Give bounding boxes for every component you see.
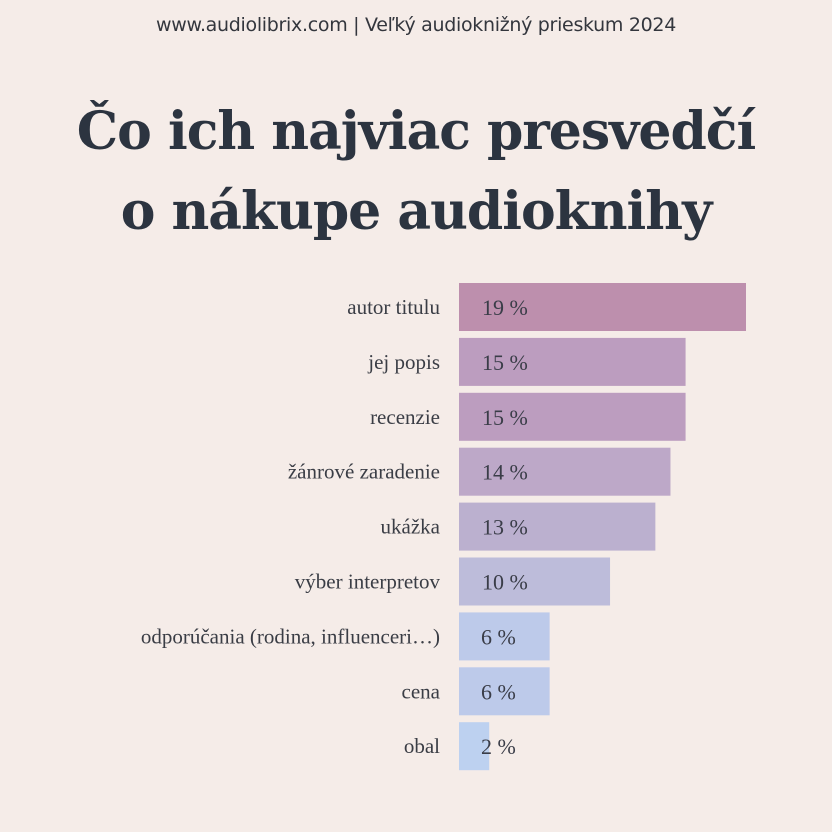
category-label: žánrové zaradenie — [288, 460, 440, 484]
bar — [459, 667, 550, 716]
category-label: cena — [402, 679, 441, 703]
value-label: 14 % — [482, 460, 528, 485]
bar — [459, 612, 550, 661]
page-title: Čo ich najviac presvedčí o nákupe audiok… — [0, 92, 832, 252]
bar — [459, 392, 686, 441]
category-label: recenzie — [370, 405, 440, 429]
category-label: výber interpretov — [295, 570, 441, 594]
category-label: obal — [404, 734, 440, 758]
title-line-1: Čo ich najviac presvedčí — [76, 101, 756, 162]
bar — [459, 447, 671, 496]
value-label: 19 % — [482, 295, 528, 320]
value-label: 15 % — [482, 405, 528, 430]
value-label: 10 % — [482, 570, 528, 595]
category-label: ukážka — [381, 515, 441, 539]
value-label: 6 % — [481, 679, 516, 704]
value-label: 2 % — [481, 734, 516, 759]
category-label: autor titulu — [347, 295, 440, 319]
bar — [459, 722, 490, 771]
bar — [459, 283, 746, 331]
header-source: www.audiolibrix.com | Veľký audioknižný … — [155, 14, 677, 36]
category-label: jej popis — [367, 350, 440, 374]
category-label: odporúčania (rodina, influenceri…) — [141, 624, 440, 648]
bar — [459, 557, 611, 606]
value-label: 6 % — [481, 624, 516, 649]
value-label: 15 % — [482, 350, 528, 375]
value-label: 13 % — [482, 515, 528, 540]
bar — [459, 337, 686, 386]
bar — [459, 502, 656, 551]
title-line-2: o nákupe audioknihy — [120, 181, 713, 242]
